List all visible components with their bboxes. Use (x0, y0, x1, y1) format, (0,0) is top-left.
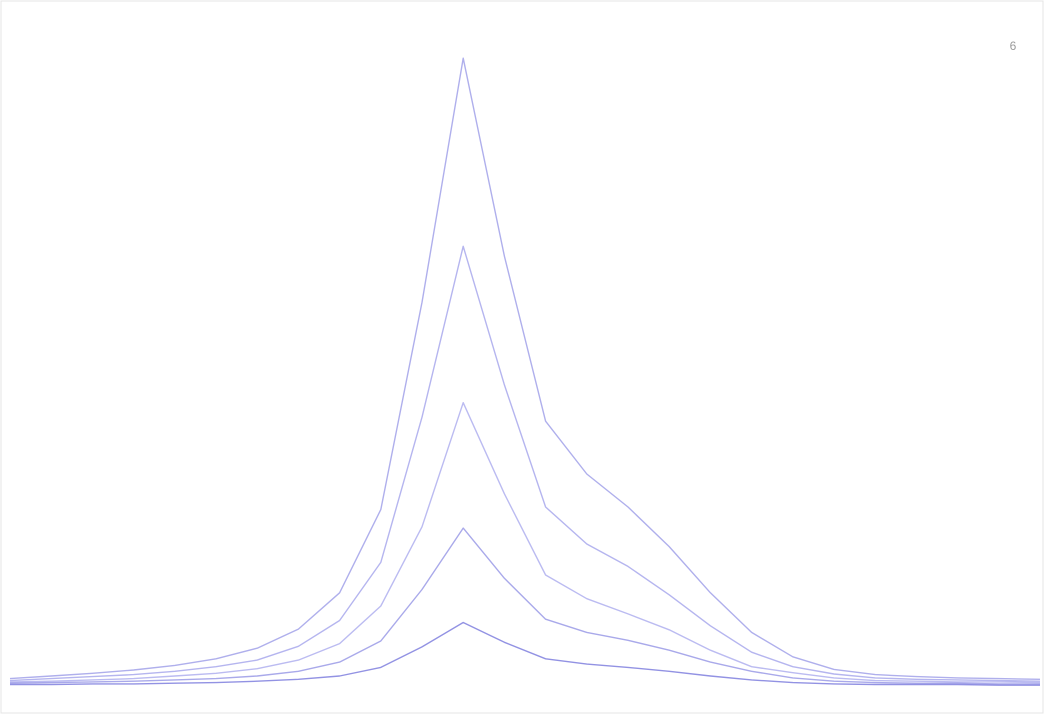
chart: 6 (0, 0, 1045, 715)
chart-frame (1, 1, 1043, 713)
page: {"chart_data": { "type": "line", "annota… (0, 0, 1045, 715)
corner-annotation: 6 (1010, 39, 1017, 53)
